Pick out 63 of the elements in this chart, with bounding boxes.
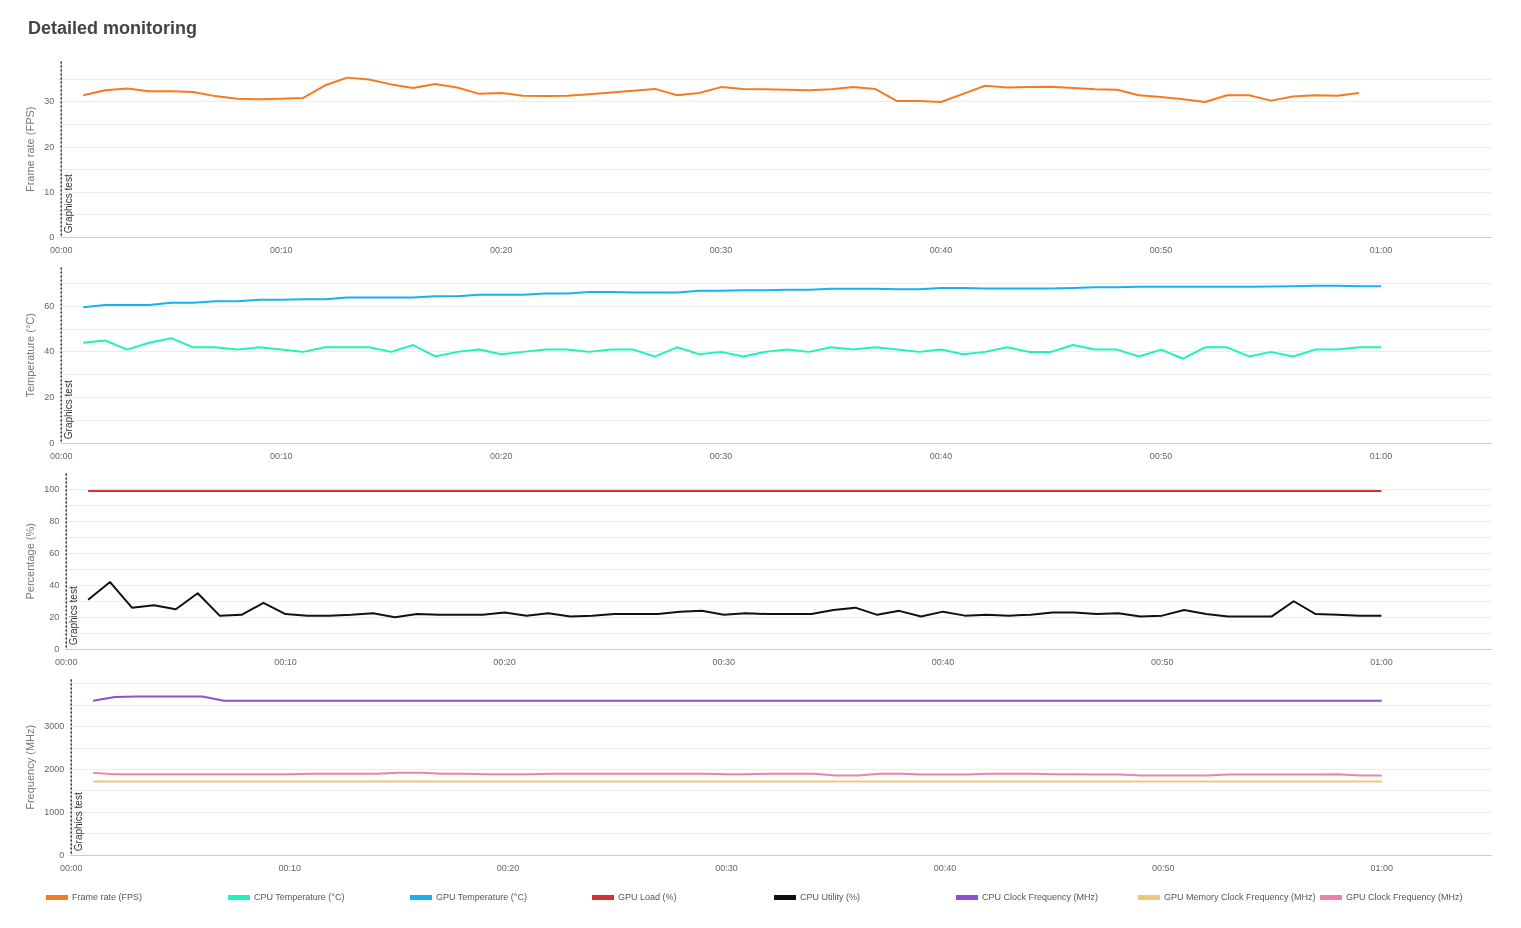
legend-label: GPU Load (%) (618, 892, 677, 902)
y-tick-label: 1000 (44, 806, 65, 817)
y-tick-label: 40 (44, 346, 55, 357)
y-tick-label: 0 (49, 231, 55, 242)
y-tick-label: 20 (44, 392, 55, 403)
y-tick-label: 10 (44, 186, 55, 197)
x-tick-label: 00:30 (712, 657, 736, 668)
y-tick-label: 20 (44, 141, 55, 152)
x-tick-label: 00:30 (715, 863, 738, 874)
x-tick-label: 01:00 (1369, 451, 1393, 462)
x-tick-label: 00:50 (1152, 863, 1175, 874)
y-axis-title: Temperature (°C) (23, 313, 36, 398)
x-tick-label: 00:20 (496, 863, 520, 874)
y-tick-label: 0 (49, 437, 55, 448)
y-tick-label: 0 (59, 849, 65, 860)
x-tick-label: 01:00 (1369, 245, 1393, 256)
legend-label: GPU Temperature (°C) (436, 892, 527, 902)
y-tick-label: 30 (44, 96, 55, 107)
y-tick-label: 0 (54, 643, 60, 654)
x-tick-label: 00:20 (493, 657, 516, 668)
x-tick-label: 00:50 (1150, 657, 1174, 668)
x-tick-label: 00:30 (709, 451, 733, 462)
y-tick-label: 3000 (44, 721, 65, 732)
y-axis-title: Frame rate (FPS) (23, 106, 36, 193)
legend-label: CPU Clock Frequency (MHz) (982, 892, 1099, 902)
legend-label: GPU Clock Frequency (MHz) (1346, 892, 1463, 902)
x-tick-label: 00:30 (709, 245, 733, 256)
x-tick-label: 00:50 (1149, 245, 1173, 256)
x-tick-label: 00:20 (489, 451, 513, 462)
ref-line-label: Graphics test (63, 380, 75, 440)
y-tick-label: 40 (49, 579, 60, 590)
y-tick-label: 2000 (44, 763, 65, 774)
x-tick-label: 00:10 (269, 451, 293, 462)
x-tick-label: 00:50 (1149, 451, 1173, 462)
x-tick-label: 01:00 (1370, 863, 1394, 874)
x-tick-label: 00:10 (278, 863, 301, 874)
ref-line-label: Graphics test (63, 174, 75, 234)
y-tick-label: 60 (44, 300, 55, 311)
x-tick-label: 00:40 (931, 657, 955, 668)
legend-label: CPU Temperature (°C) (254, 892, 345, 902)
y-tick-label: 60 (49, 547, 60, 558)
chart-title: Detailed monitoring (27, 17, 198, 40)
legend-label: Frame rate (FPS) (72, 892, 143, 902)
y-tick-label: 80 (49, 515, 60, 526)
x-tick-label: 00:10 (274, 657, 297, 668)
y-axis-title: Percentage (%) (23, 523, 36, 600)
x-tick-label: 01:00 (1370, 657, 1393, 668)
y-axis-title: Frequency (MHz) (23, 724, 36, 810)
x-tick-label: 00:40 (929, 451, 953, 462)
x-tick-label: 00:10 (269, 245, 293, 256)
ref-line-label: Graphics test (68, 586, 80, 646)
x-tick-label: 00:00 (54, 657, 78, 668)
y-tick-label: 100 (44, 483, 60, 494)
y-tick-label: 20 (49, 611, 60, 622)
ref-line-label: Graphics test (73, 792, 85, 852)
x-tick-label: 00:00 (49, 451, 73, 462)
legend-label: GPU Memory Clock Frequency (MHz) (1164, 892, 1316, 902)
x-tick-label: 00:00 (59, 863, 83, 874)
x-tick-label: 00:40 (929, 245, 953, 256)
x-tick-label: 00:20 (489, 245, 513, 256)
x-tick-label: 00:00 (49, 245, 73, 256)
x-tick-label: 00:40 (933, 863, 957, 874)
legend-label: CPU Utility (%) (800, 892, 860, 902)
